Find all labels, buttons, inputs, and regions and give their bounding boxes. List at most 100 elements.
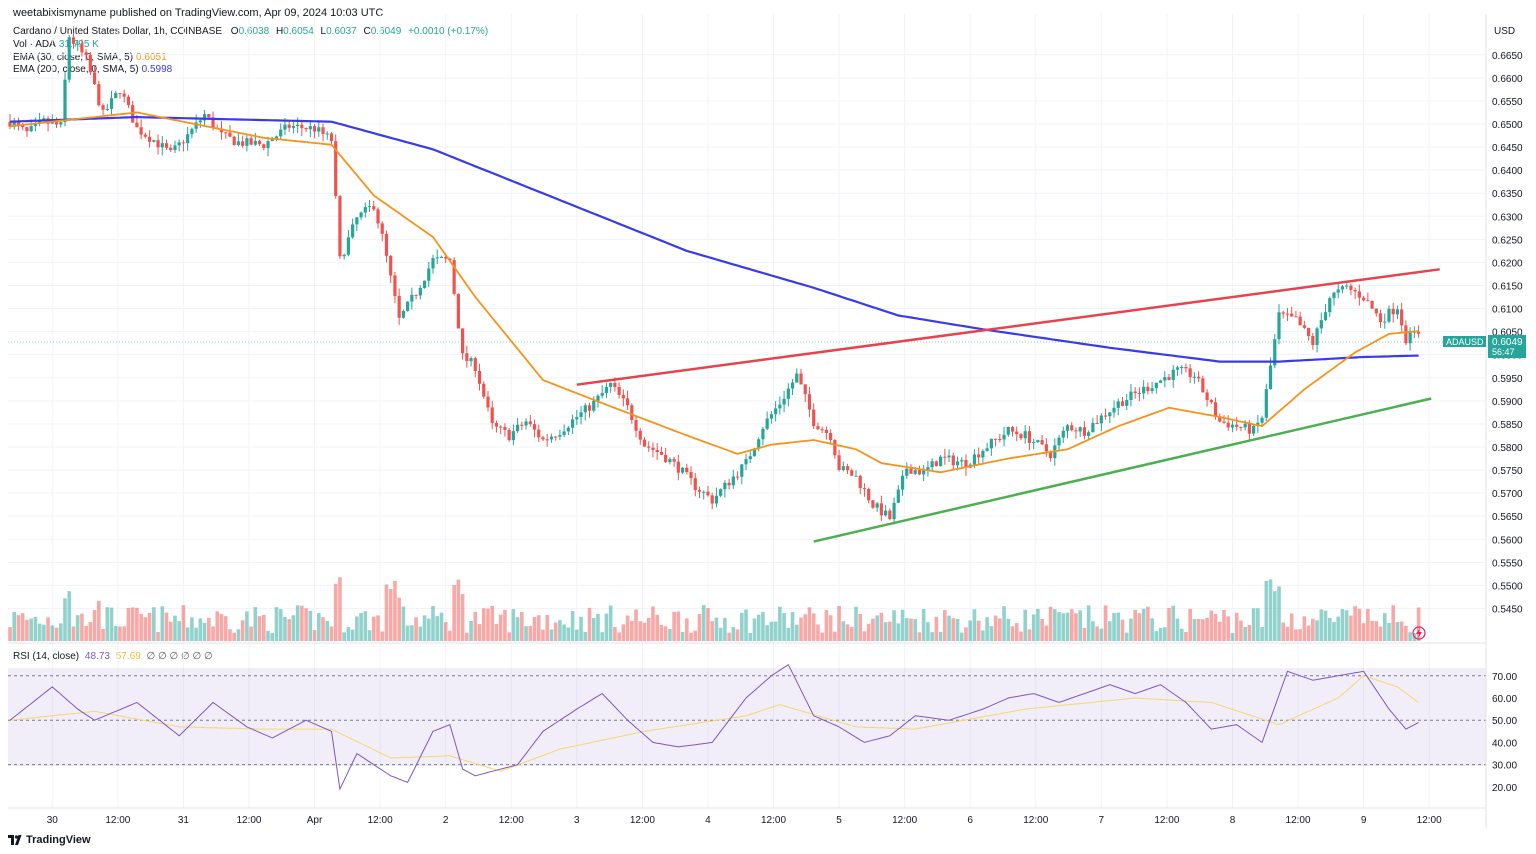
candle-body bbox=[1027, 431, 1032, 443]
volume-bar bbox=[888, 621, 892, 641]
time-tick-label: 12:00 bbox=[105, 815, 130, 826]
volume-bar bbox=[1323, 610, 1328, 641]
time-tick-label: 12:00 bbox=[630, 815, 655, 826]
candle-body bbox=[494, 422, 499, 427]
volume-bar bbox=[608, 605, 613, 641]
candle-body bbox=[1239, 426, 1243, 428]
volume-bar bbox=[20, 613, 25, 641]
candle-body bbox=[520, 424, 524, 426]
volume-bar bbox=[917, 632, 922, 641]
price-badge-value: 0.6049 bbox=[1492, 337, 1523, 348]
volume-bar bbox=[1268, 579, 1273, 641]
candle-body bbox=[1408, 332, 1412, 344]
candle-body bbox=[1264, 389, 1268, 418]
candle-body bbox=[1180, 367, 1184, 369]
candle-body bbox=[896, 489, 900, 503]
time-tick-label: 12:00 bbox=[499, 815, 524, 826]
rsi-tick-label: 20.00 bbox=[1492, 783, 1517, 794]
volume-bar bbox=[42, 624, 46, 641]
volume-bar bbox=[955, 618, 960, 641]
volume-bar bbox=[769, 621, 774, 641]
volume-bar bbox=[130, 607, 135, 641]
volume-bar bbox=[773, 621, 778, 641]
candle-body bbox=[680, 467, 685, 473]
candle-body bbox=[600, 393, 604, 396]
volume-bar bbox=[659, 624, 664, 641]
candle-body bbox=[257, 140, 262, 145]
volume-bar bbox=[211, 626, 215, 641]
candle-body bbox=[1070, 425, 1074, 431]
volume-bar bbox=[168, 621, 173, 641]
support-trendline[interactable] bbox=[813, 397, 1432, 543]
volume-bar bbox=[262, 614, 266, 641]
candle-body bbox=[719, 489, 723, 496]
candle-body bbox=[545, 439, 549, 441]
volume-bar bbox=[799, 617, 803, 641]
time-tick-label: 12:00 bbox=[1417, 815, 1442, 826]
volume-bar bbox=[511, 609, 516, 641]
volume-bar bbox=[1302, 616, 1307, 641]
volume-bar bbox=[1332, 622, 1336, 641]
volume-bar bbox=[816, 624, 820, 641]
candle-body bbox=[841, 466, 845, 470]
time-tick-label: 12:00 bbox=[761, 815, 786, 826]
price-badge-countdown: 56:47 bbox=[1492, 347, 1515, 357]
candle-body bbox=[1150, 388, 1154, 392]
candle-body bbox=[1040, 440, 1044, 445]
volume-bar bbox=[1239, 620, 1243, 641]
candle-body bbox=[25, 127, 29, 132]
volume-bar bbox=[1120, 619, 1125, 641]
volume-bar bbox=[1349, 615, 1353, 641]
candle-body bbox=[1404, 325, 1408, 344]
volume-bar bbox=[1201, 619, 1205, 641]
volume-bar bbox=[316, 613, 321, 641]
price-tick-label: 0.5450 bbox=[1492, 604, 1523, 615]
volume-bar bbox=[693, 630, 698, 641]
candle-body bbox=[1256, 422, 1260, 426]
volume-bar bbox=[1162, 627, 1167, 641]
time-axis[interactable]: 30 12:00 31 12:00 Apr 12:00 2 12:00 3 12:00 4 12:00… bbox=[47, 815, 1442, 826]
candle-body bbox=[879, 503, 883, 516]
volume-bar bbox=[1336, 616, 1341, 641]
volume-bar bbox=[80, 613, 84, 641]
volume-bar bbox=[185, 627, 190, 641]
resistance-trendline[interactable] bbox=[576, 268, 1440, 386]
candle-body bbox=[693, 478, 697, 491]
candle-body bbox=[224, 132, 228, 134]
price-axis[interactable]: USD 0.6650 0.6600 0.6550 0.6500 0.6450 0.6400 0… bbox=[1492, 26, 1523, 615]
volume-bar bbox=[1027, 629, 1032, 641]
volume-bar bbox=[147, 613, 152, 641]
candle-body bbox=[892, 502, 896, 520]
time-tick-label: 9 bbox=[1361, 815, 1367, 826]
candle-body bbox=[609, 382, 613, 387]
candle-body bbox=[854, 475, 858, 477]
volume-bar bbox=[993, 615, 998, 641]
candle-body bbox=[955, 461, 960, 466]
price-tick-label: 0.5700 bbox=[1492, 489, 1523, 500]
candle-body bbox=[1188, 368, 1192, 378]
candle-body bbox=[1281, 312, 1285, 314]
lightning-icon[interactable] bbox=[1412, 626, 1426, 640]
volume-bar bbox=[1036, 608, 1040, 641]
volume-bar bbox=[1205, 617, 1209, 641]
volume-bar bbox=[1209, 610, 1214, 641]
volume-bar bbox=[29, 618, 33, 641]
volume-bar bbox=[410, 625, 414, 641]
volume-bar bbox=[490, 605, 495, 641]
price-tick-label: 0.6050 bbox=[1492, 328, 1523, 339]
candle-body bbox=[1222, 421, 1226, 423]
candle-body bbox=[1175, 367, 1180, 370]
candle-body bbox=[528, 421, 532, 425]
candle-body bbox=[829, 433, 833, 440]
candle-body bbox=[1307, 327, 1311, 337]
volume-bar bbox=[283, 616, 287, 641]
candle-body bbox=[1146, 386, 1150, 392]
volume-bar bbox=[363, 611, 368, 641]
candle-body bbox=[80, 43, 84, 53]
candle-body bbox=[740, 464, 744, 477]
volume-bar bbox=[1116, 612, 1121, 641]
candle-body bbox=[812, 409, 816, 427]
volume-bar bbox=[1395, 621, 1400, 641]
price-tick-label: 0.6650 bbox=[1492, 51, 1523, 62]
